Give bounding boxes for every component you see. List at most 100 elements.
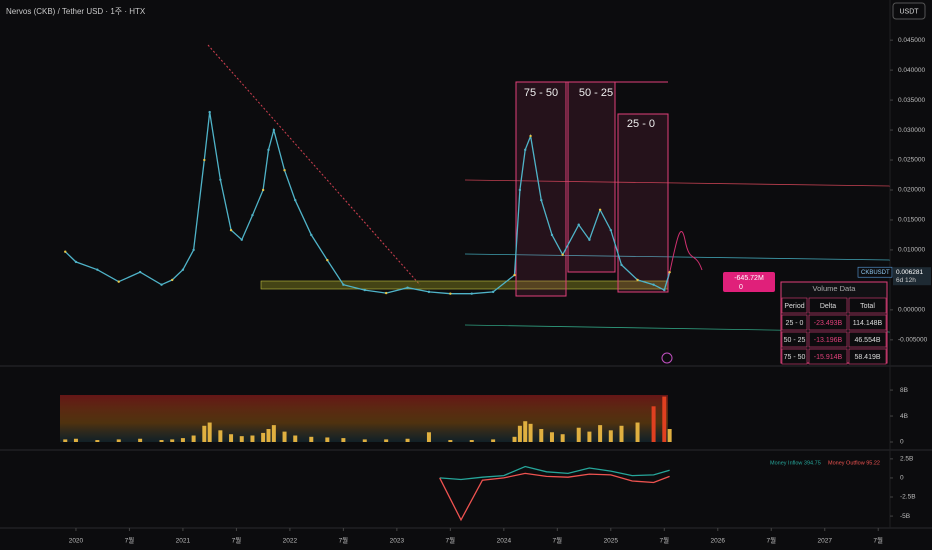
price-point xyxy=(540,198,543,202)
y-tick-label: 2.5B xyxy=(900,456,913,463)
price-point xyxy=(663,288,666,292)
price-point xyxy=(513,273,516,277)
price-point xyxy=(529,134,532,138)
table-value: 75 - 50 xyxy=(784,354,806,361)
volume-bar xyxy=(619,425,624,442)
volume-bar xyxy=(261,432,266,442)
price-point xyxy=(588,238,591,241)
price-point xyxy=(181,268,185,271)
table-cell xyxy=(808,314,848,331)
volume-bar xyxy=(426,432,431,442)
volume-bar xyxy=(362,439,367,442)
y-tick-label: 0.015000 xyxy=(898,217,925,224)
table-value: 114.148B xyxy=(853,320,883,327)
price-point xyxy=(117,280,120,283)
volume-bar xyxy=(598,425,603,442)
y-tick-label: 0.040000 xyxy=(898,67,925,74)
y-tick-label: -5B xyxy=(900,513,910,520)
price-point xyxy=(138,270,142,274)
range-label: 75 - 50 xyxy=(524,87,558,99)
price-point xyxy=(310,233,313,237)
table-cell xyxy=(808,331,848,348)
x-tick-label: 2024 xyxy=(497,538,512,545)
y-tick-label: 8B xyxy=(900,387,908,394)
level-line xyxy=(464,253,891,261)
price-point xyxy=(668,271,671,274)
y-tick-label: 0.010000 xyxy=(898,247,925,254)
price-point xyxy=(64,250,67,253)
table-value: -13.196B xyxy=(814,337,843,344)
price-point xyxy=(240,238,243,241)
volume-bar xyxy=(528,423,533,442)
volume-bar xyxy=(63,439,68,442)
volume-bar xyxy=(608,430,613,442)
table-cell xyxy=(848,331,887,348)
x-tick-label: 2020 xyxy=(69,538,84,545)
delta-label: 0 xyxy=(739,284,743,291)
price-point xyxy=(470,292,473,295)
price-point xyxy=(577,223,580,226)
currency-button[interactable] xyxy=(892,2,926,20)
volume-bar xyxy=(218,430,223,442)
price-point xyxy=(208,110,211,114)
volume-bar xyxy=(191,435,196,442)
legend-entry: Money Outflow 95.22 xyxy=(828,460,880,466)
x-tick-label: 7월 xyxy=(659,536,669,545)
volume-bar xyxy=(523,421,528,442)
volume-bar xyxy=(549,432,554,442)
volume-bar xyxy=(250,435,255,442)
volume-bar xyxy=(635,422,640,442)
flow-line xyxy=(439,472,670,522)
chart-title: Nervos (CKB) / Tether USD · 1주 · HTX xyxy=(6,7,146,16)
table-value: 46.554B xyxy=(854,337,880,344)
volume-bar xyxy=(539,429,544,442)
price-point xyxy=(203,158,206,162)
legend-entry: Money Inflow 394.75 xyxy=(770,460,821,466)
volume-bar xyxy=(587,431,592,442)
price-point xyxy=(261,188,265,192)
symbol-tag xyxy=(857,266,893,278)
price-point xyxy=(294,198,297,202)
price-point xyxy=(160,283,163,286)
volume-bar xyxy=(662,396,667,442)
x-tick-label: 7월 xyxy=(553,536,563,545)
volume-bar xyxy=(138,438,143,442)
table-cell xyxy=(848,348,887,365)
volume-profile-bg xyxy=(60,395,668,442)
price-point xyxy=(171,278,174,282)
x-tick-label: 7월 xyxy=(232,536,242,545)
y-tick-label: 0 xyxy=(900,475,904,482)
countdown-label: 6d 12h xyxy=(896,277,916,284)
volume-bar xyxy=(239,436,244,442)
table-value: -23.493B xyxy=(814,320,843,327)
price-point xyxy=(363,288,366,292)
volume-bar xyxy=(271,425,276,442)
y-tick-label: 0.035000 xyxy=(898,97,925,104)
volume-bar xyxy=(512,436,517,442)
table-cell xyxy=(781,348,808,365)
currency-label[interactable]: USDT xyxy=(899,8,919,15)
x-tick-label: 2022 xyxy=(283,538,298,545)
delta-label: -645.72M xyxy=(734,275,764,282)
volume-bar xyxy=(469,440,474,442)
x-tick-label: 2023 xyxy=(390,538,405,545)
x-tick-label: 2025 xyxy=(604,538,619,545)
volume-bar xyxy=(293,435,298,442)
table-cell xyxy=(808,297,848,314)
price-point xyxy=(251,213,254,217)
range-label: 25 - 0 xyxy=(627,118,655,130)
volume-bar xyxy=(325,437,330,442)
volume-bar xyxy=(560,434,565,442)
price-point xyxy=(272,128,276,132)
volume-bar xyxy=(266,429,271,442)
volume-bar xyxy=(73,438,78,442)
volume-bar xyxy=(202,425,207,442)
price-point xyxy=(491,290,495,294)
table-header: Total xyxy=(860,303,875,310)
volume-bar xyxy=(384,439,389,442)
table-cell xyxy=(781,297,808,314)
volume-bar xyxy=(229,434,234,442)
